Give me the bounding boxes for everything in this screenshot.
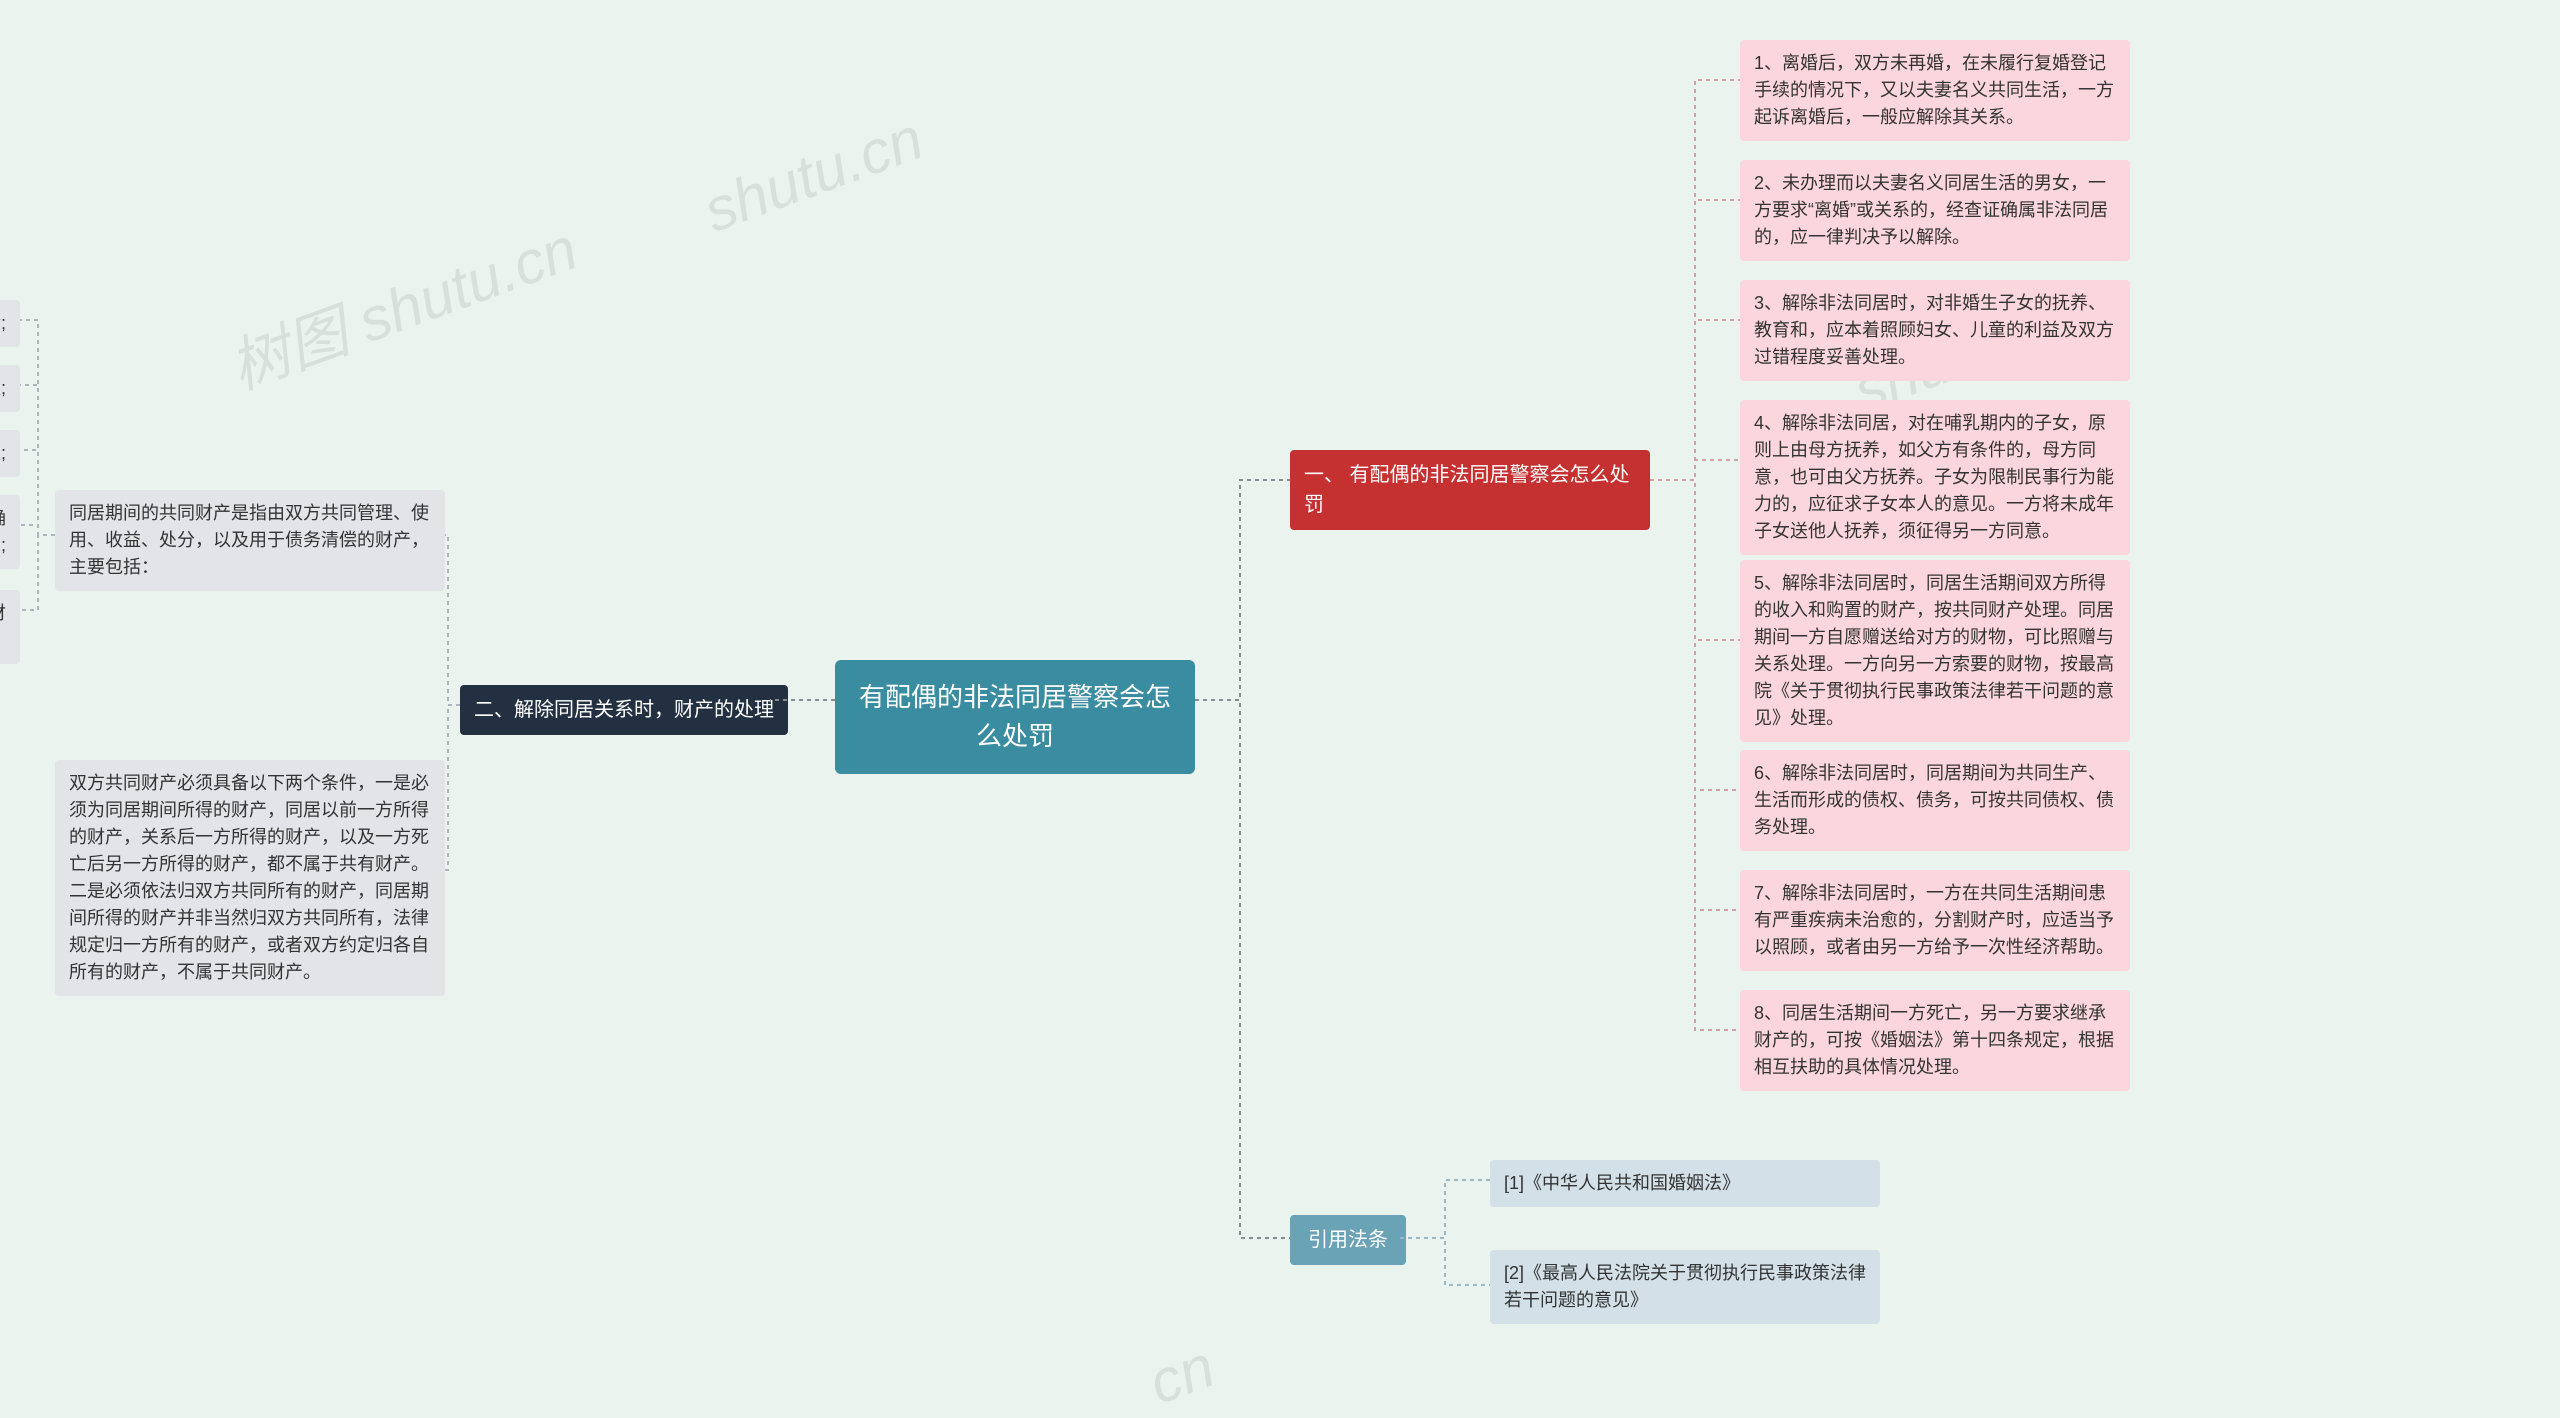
leaf-1-2[interactable]: 2、未办理而以夫妻名义同居生活的男女，一方要求“离婚”或关系的，经查证确属非法同… (1740, 160, 2130, 261)
branch-2-sub2[interactable]: 双方共同财产必须具备以下两个条件，一是必须为同居期间所得的财产，同居以前一方所得… (55, 760, 445, 996)
leaf-1-6[interactable]: 6、解除非法同居时，同居期间为共同生产、生活而形成的债权、债务，可按共同债权、债… (1740, 750, 2130, 851)
connectors (0, 0, 2560, 1400)
watermark: cn (1140, 1331, 1223, 1418)
leaf-1-4[interactable]: 4、解除非法同居，对在哺乳期内的子女，原则上由母方抚养，如父方有条件的，母方同意… (1740, 400, 2130, 555)
leaf-1-5[interactable]: 5、解除非法同居时，同居生活期间双方所得的收入和购置的财产，按共同财产处理。同居… (1740, 560, 2130, 742)
branch-2-sub1[interactable]: 同居期间的共同财产是指由双方共同管理、使用、收益、处分，以及用于债务清偿的财产，… (55, 490, 445, 591)
leaf-2-1-3[interactable]: 3、知识产权的收益; (0, 430, 20, 477)
watermark: 树图 shutu.cn (216, 200, 587, 406)
branch-1[interactable]: 一、 有配偶的非法同居警察会怎么处罚 (1290, 450, 1650, 530)
branch-2[interactable]: 二、解除同居关系时，财产的处理 (460, 685, 788, 735)
leaf-3-1[interactable]: [1]《中华人民共和国婚姻法》 (1490, 1160, 1880, 1207)
leaf-1-3[interactable]: 3、解除非法同居时，对非婚生子女的抚养、教育和，应本着照顾妇女、儿童的利益及双方… (1740, 280, 2130, 381)
watermark: shutu.cn (695, 103, 932, 245)
leaf-3-2[interactable]: [2]《最高人民法院关于贯彻执行民事政策法律若干问题的意见》 (1490, 1250, 1880, 1324)
leaf-2-1-5[interactable]: 5、其他应当归双方共同所有的财产。 (0, 590, 20, 664)
leaf-2-1-1[interactable]: 1、工资、奖金; (0, 300, 20, 347)
branch-3[interactable]: 引用法条 (1290, 1215, 1406, 1265)
leaf-1-7[interactable]: 7、解除非法同居时，一方在共同生活期间患有严重疾病未治愈的，分割财产时，应适当予… (1740, 870, 2130, 971)
root-node[interactable]: 有配偶的非法同居警察会怎么处罚 (835, 660, 1195, 774)
leaf-1-1[interactable]: 1、离婚后，双方未再婚，在未履行复婚登记手续的情况下，又以夫妻名义共同生活，一方… (1740, 40, 2130, 141)
leaf-1-8[interactable]: 8、同居生活期间一方死亡，另一方要求继承财产的，可按《婚姻法》第十四条规定，根据… (1740, 990, 2130, 1091)
leaf-2-1-2[interactable]: 2、从事生产、经营的收益; (0, 365, 20, 412)
leaf-2-1-4[interactable]: 4、因继承或赠与所得的财产(或赠与合同中确定只归一方的财产除外); (0, 495, 20, 569)
